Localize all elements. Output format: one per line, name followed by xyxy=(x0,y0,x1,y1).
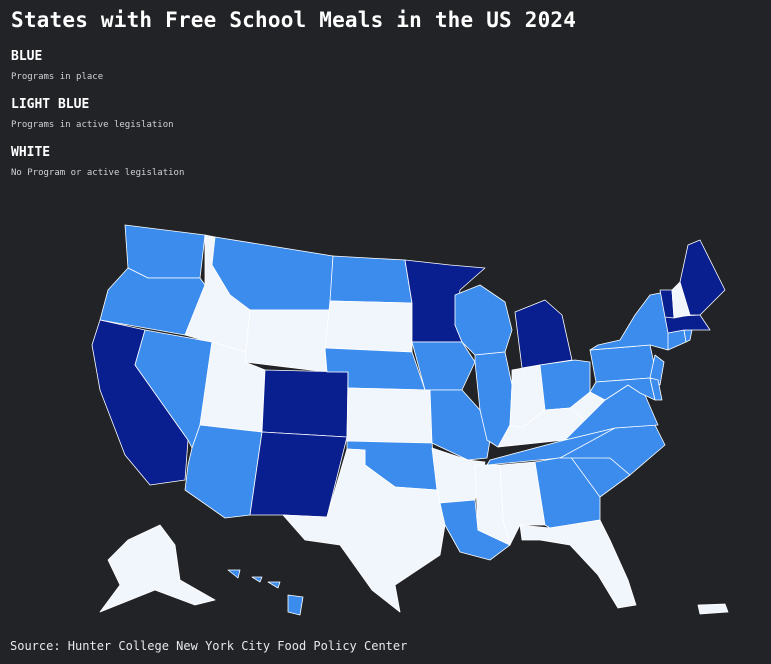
state-delaware xyxy=(649,377,663,401)
state-michigan xyxy=(514,299,573,369)
state-maine xyxy=(679,239,726,316)
state-south-dakota xyxy=(324,300,413,353)
state-iowa xyxy=(411,341,476,391)
state-new-york xyxy=(589,291,671,351)
state-arizona xyxy=(184,424,263,519)
legend-item-light-blue: LIGHT BLUE Programs in active legislatio… xyxy=(11,97,311,130)
legend-label: WHITE xyxy=(11,145,51,160)
state-missouri xyxy=(424,389,491,461)
legend-description: Programs in active legislation xyxy=(11,120,174,130)
state-wyoming xyxy=(244,309,331,373)
legend: BLUE Programs in place LIGHT BLUE Progra… xyxy=(11,49,311,193)
legend-label: BLUE xyxy=(11,49,43,64)
state-pennsylvania xyxy=(589,344,656,383)
state-alaska xyxy=(99,524,216,613)
state-colorado xyxy=(261,369,349,438)
state-florida xyxy=(519,519,637,609)
state-new-jersey xyxy=(649,354,665,386)
legend-label: LIGHT BLUE xyxy=(11,97,90,112)
legend-description: Programs in place xyxy=(11,72,104,82)
state-connecticut xyxy=(667,329,687,351)
state-north-dakota xyxy=(329,255,413,304)
map-title: States with Free School Meals in the US … xyxy=(11,8,577,32)
legend-item-blue: BLUE Programs in place xyxy=(11,49,311,82)
source-note: Source: Hunter College New York City Foo… xyxy=(10,639,408,653)
state-puerto-rico xyxy=(697,603,729,615)
state-kansas xyxy=(346,387,433,444)
legend-description: No Program or active legislation xyxy=(11,168,185,178)
legend-item-white: WHITE No Program or active legislation xyxy=(11,145,311,178)
state-hawaii xyxy=(227,569,304,616)
state-louisiana xyxy=(439,499,511,561)
state-washington xyxy=(124,224,206,279)
